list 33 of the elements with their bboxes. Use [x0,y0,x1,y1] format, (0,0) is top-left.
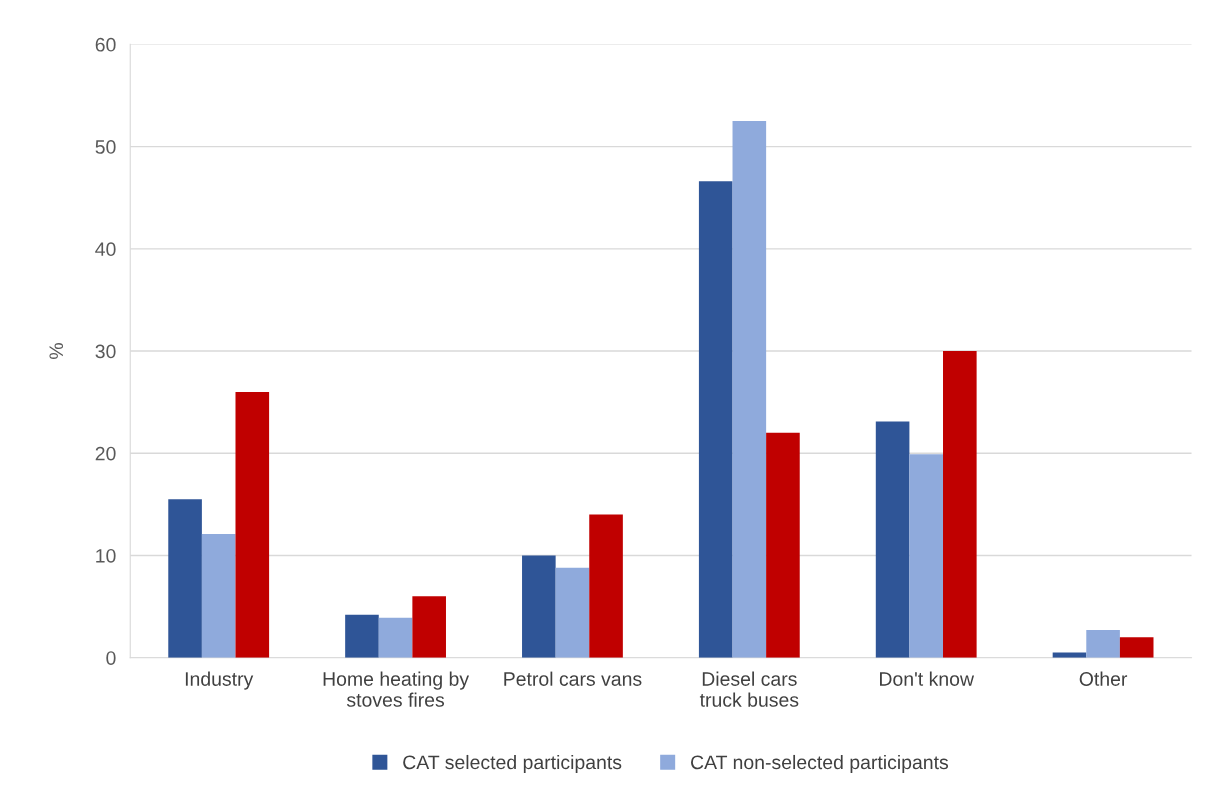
bar [168,499,202,658]
bar [345,614,379,658]
x-tick-label: Other [1079,671,1128,686]
x-tick-label: Diesel cars truck buses [699,671,799,707]
bar [875,421,910,658]
bar [378,617,413,658]
bar [909,454,944,658]
bar [943,351,977,658]
bar [412,596,446,658]
y-tick-label: 20 [95,446,116,461]
bar [732,121,767,658]
x-tick-label: Petrol cars vans [504,671,642,686]
bar [522,555,556,658]
y-tick-label: 10 [96,548,116,563]
bar [1086,630,1120,658]
y-tick-label: 40 [95,242,116,257]
bar [555,567,590,658]
bar [698,181,733,658]
y-axis-title: % [49,343,64,359]
bar [589,514,623,658]
bar [201,534,236,658]
legend-label: CAT non-selected participants [691,754,949,774]
y-tick-label: 30 [95,344,116,359]
y-tick-label: 50 [95,140,116,154]
bar [235,391,270,658]
bar [766,432,800,658]
x-tick-label: Home heating by stoves fires [323,671,470,707]
y-tick-label: 60 [95,37,116,52]
bar [1119,637,1154,658]
legend-label: CAT selected participants [403,754,622,774]
x-tick-label: Don't know [880,671,975,686]
x-tick-label: Industry [185,671,254,690]
y-tick-label: 0 [106,651,116,665]
